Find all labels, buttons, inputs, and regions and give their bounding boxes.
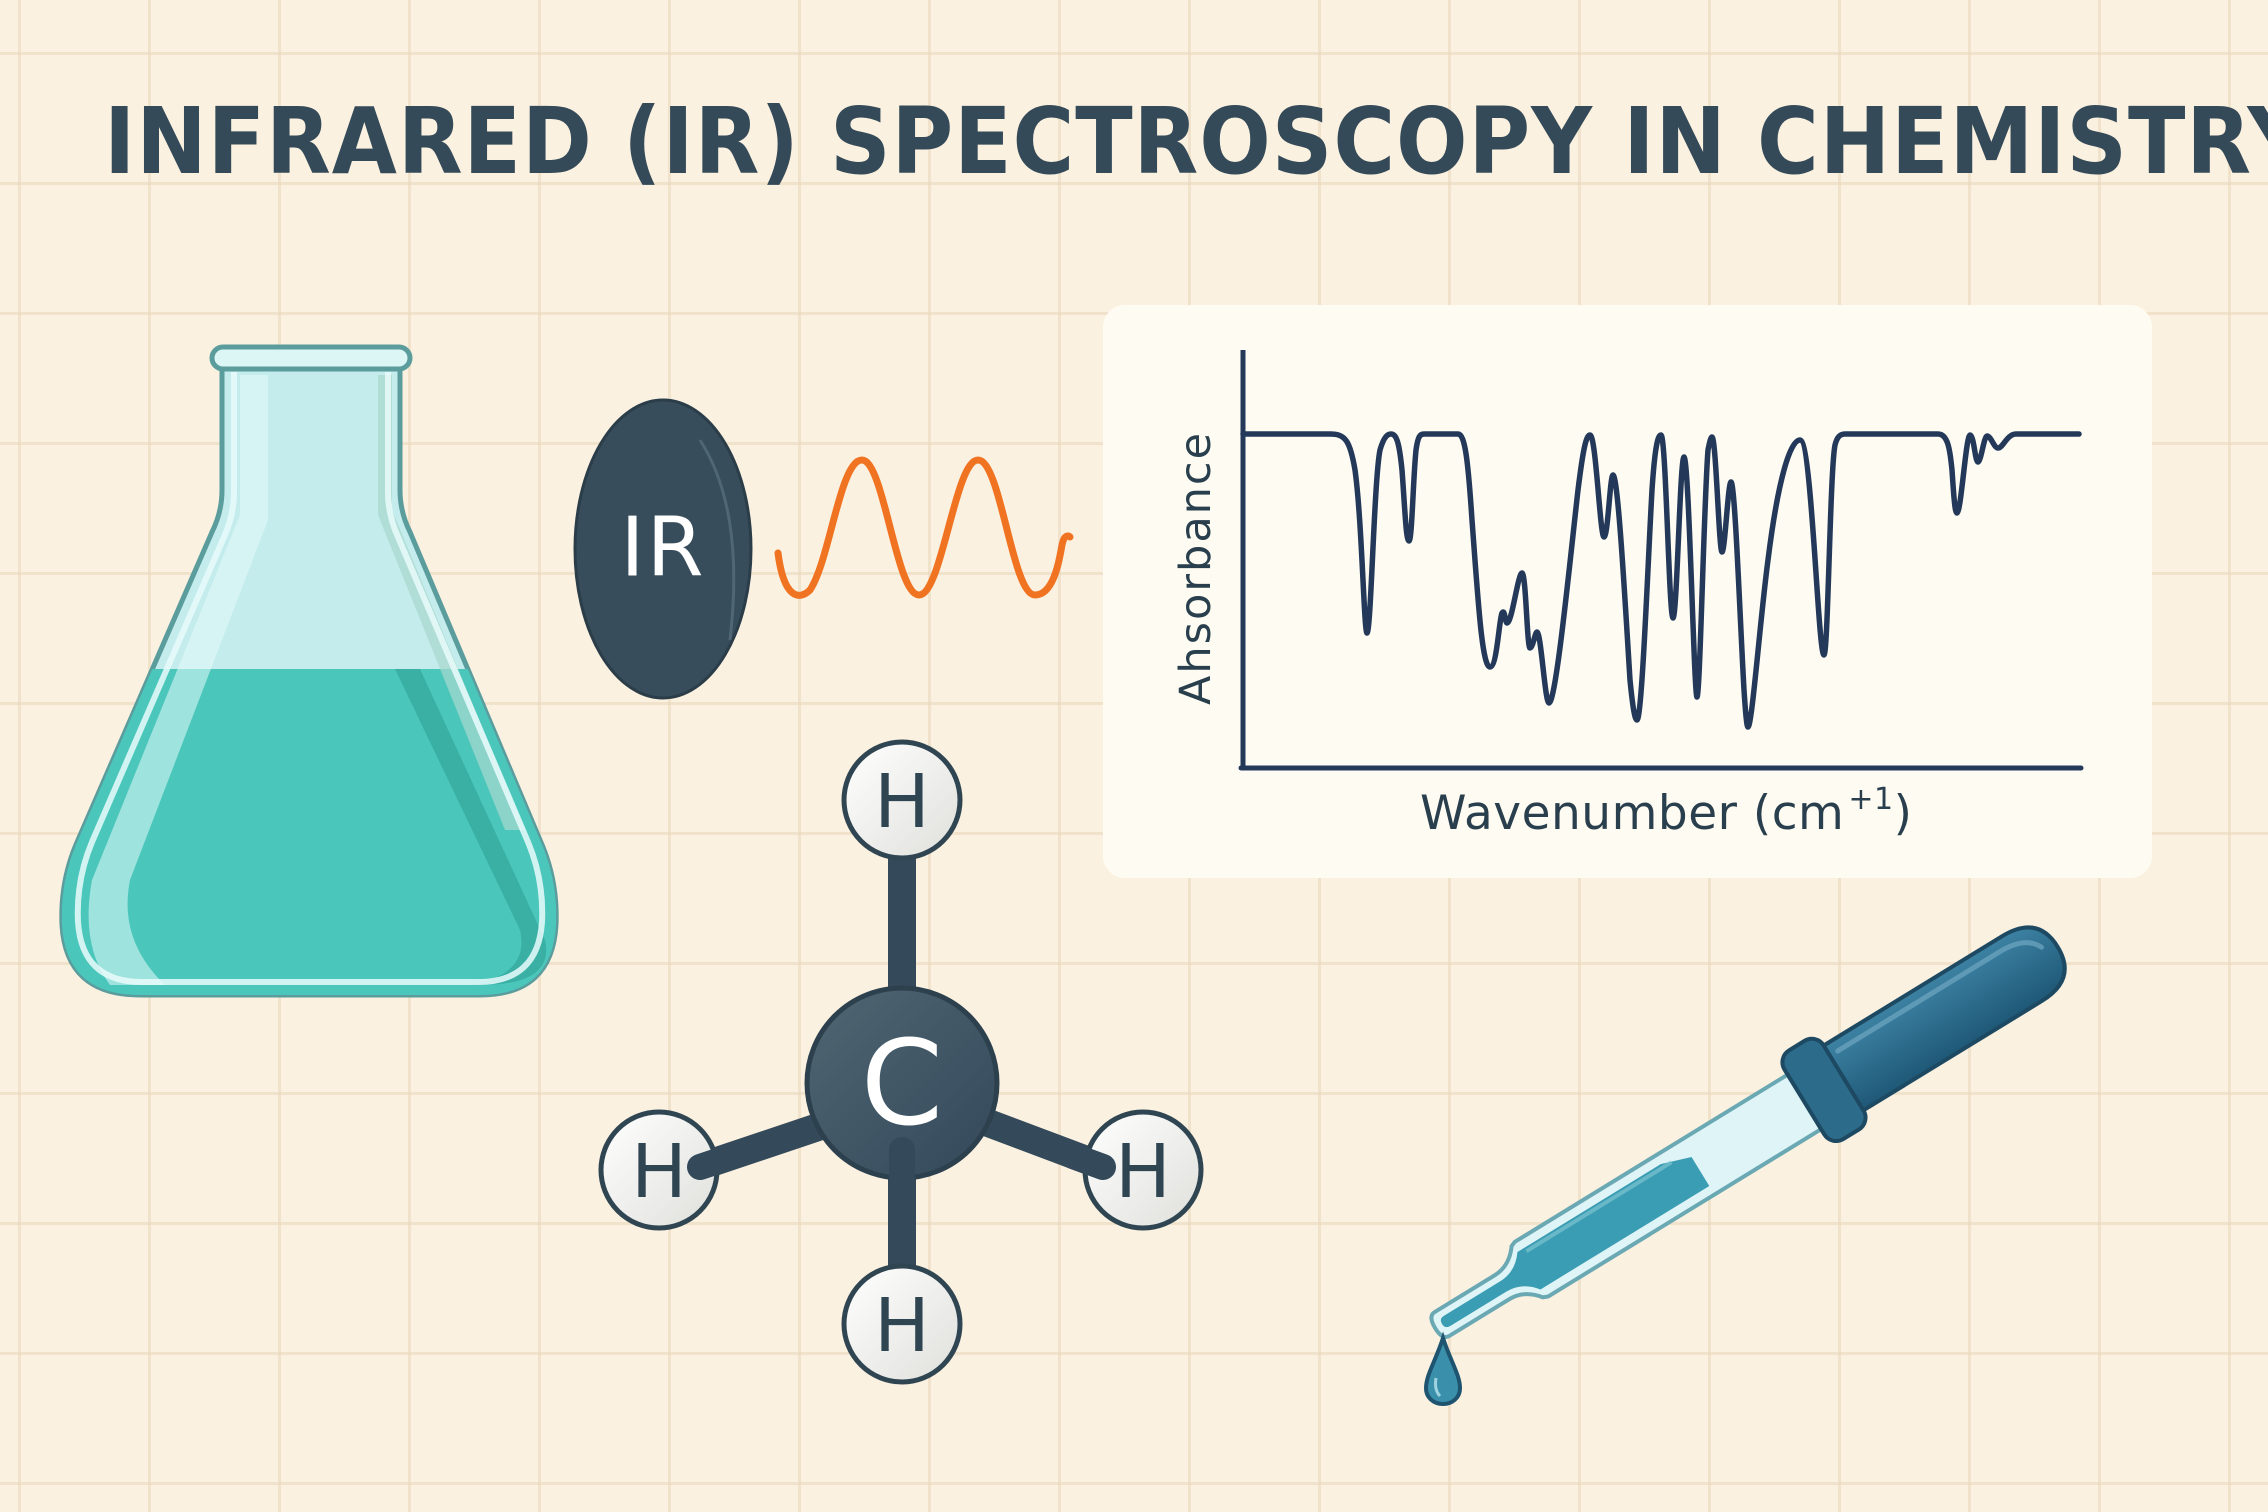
hydrogen-label-left: H [631, 1129, 687, 1215]
hydrogen-label-top: H [874, 759, 930, 845]
hydrogen-label-bottom: H [874, 1283, 930, 1369]
x-axis-label: Wavenumber (cm +1) [1420, 782, 1913, 841]
carbon-label: C [860, 1014, 944, 1152]
spectrum-panel [1103, 305, 2152, 878]
liquid-drop-icon [1423, 1331, 1463, 1407]
hydrogen-label-right: H [1115, 1129, 1171, 1215]
hydrogen-atom-bottom [841, 1263, 963, 1385]
infrared-wave-icon [774, 456, 1074, 599]
methane-molecule-icon [598, 739, 1204, 1385]
hydrogen-atom-top [841, 739, 963, 861]
erlenmeyer-flask-icon [59, 344, 559, 998]
spectrum-line [1240, 431, 2082, 730]
dropper-bulb [1820, 925, 2067, 1114]
page-title: INFRARED (IR) SPECTROSCOPY IN CHEMISTRY [104, 88, 2268, 195]
x-axis-label-superscript: +1 [1848, 782, 1894, 817]
ir-source-icon [573, 398, 753, 700]
pipette-dropper-icon [1429, 925, 2067, 1340]
ir-source-label: IR [620, 500, 706, 596]
